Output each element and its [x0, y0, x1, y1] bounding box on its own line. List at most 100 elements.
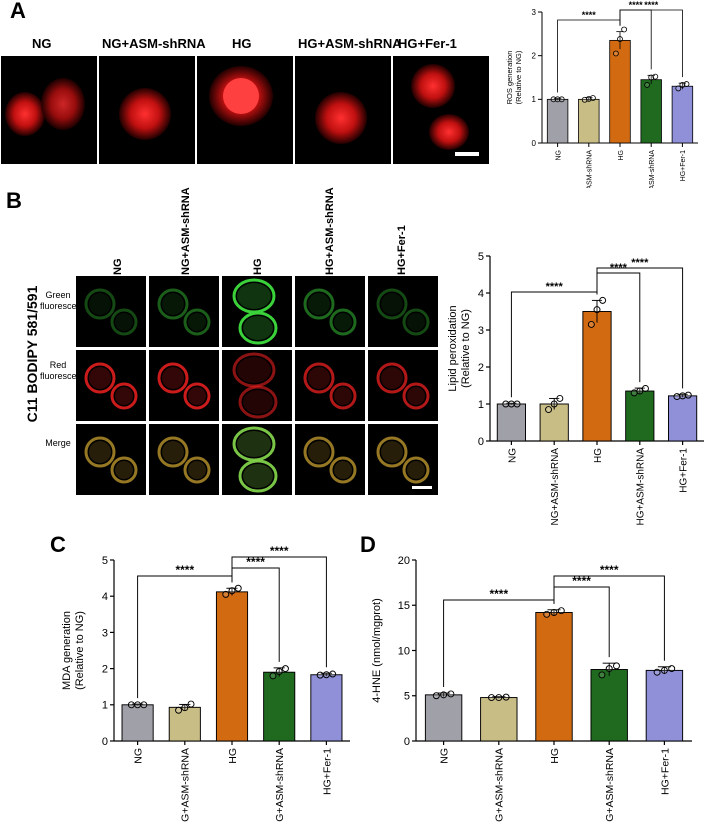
data-point	[281, 665, 289, 673]
y-axis-label: MDA generation(Relative to NG)	[61, 611, 86, 690]
bar	[480, 697, 518, 742]
y-tick-label: 0	[532, 139, 537, 148]
x-tick-label: NG+ASM-shRNA	[180, 748, 192, 822]
header-ng-asm: NG+ASM-shRNA	[102, 36, 206, 51]
significance-stars: ****	[270, 544, 289, 558]
y-tick-label: 20	[398, 555, 410, 567]
y-tick-label: 0	[478, 436, 484, 448]
data-point	[488, 694, 495, 702]
micrograph-hg	[197, 56, 293, 164]
data-point	[605, 665, 613, 673]
data-point	[140, 701, 148, 709]
y-tick-label: 1	[532, 95, 537, 104]
data-point	[502, 693, 510, 701]
panel-letter-d: D	[360, 532, 376, 557]
bar	[578, 98, 600, 144]
data-point	[593, 306, 601, 314]
significance-stars: ****	[582, 10, 597, 20]
x-tick-label: HG	[593, 448, 604, 463]
bar	[590, 669, 628, 742]
y-tick-label: 2	[532, 51, 537, 60]
y-tick-label: 0	[404, 736, 410, 748]
panel-letter-c: C	[50, 532, 66, 557]
data-point	[684, 391, 692, 399]
row-label-green: Green fluorescence	[40, 290, 92, 311]
data-point	[228, 587, 236, 595]
significance-stars: ****	[629, 0, 644, 10]
data-point	[550, 609, 558, 616]
micrograph-cell	[222, 276, 292, 347]
data-point	[683, 81, 690, 87]
header-hg-asm: HG+ASM-shRNA	[298, 36, 402, 51]
data-point	[613, 662, 620, 670]
micrograph-cell	[149, 276, 219, 347]
data-point	[557, 607, 565, 615]
data-point	[630, 389, 638, 397]
data-point	[660, 666, 668, 674]
micrograph-cell	[76, 276, 146, 347]
x-tick-label: HG+Fer-1	[321, 748, 333, 795]
bar	[625, 390, 655, 442]
data-point	[673, 393, 681, 401]
cell-image	[315, 92, 367, 144]
x-tick-label: NG+ASM-shRNA	[587, 150, 594, 188]
x-tick-label: HG+Fer-1	[659, 748, 671, 795]
micrograph-cell	[222, 424, 292, 495]
y-tick-label: 2	[102, 663, 108, 675]
data-point	[621, 26, 628, 33]
x-tick-label: NG	[438, 748, 450, 764]
data-point	[598, 671, 606, 679]
micrograph-grid	[76, 276, 443, 495]
x-tick-label: NG	[132, 748, 144, 764]
header-hg: HG	[232, 36, 252, 51]
header-hg-fer1: HG+Fer-1	[398, 36, 457, 51]
bar	[535, 612, 573, 742]
panel-letter-b: B	[6, 188, 22, 213]
bar	[496, 403, 527, 442]
bar	[215, 591, 249, 742]
significance-stars: ****	[572, 574, 591, 588]
bar	[168, 706, 201, 742]
x-tick-label: HG+ASM-shRNA	[636, 448, 647, 526]
micrograph-cell	[368, 276, 438, 347]
y-tick-label: 5	[102, 555, 108, 567]
data-point	[554, 96, 561, 103]
data-point	[644, 82, 650, 88]
data-point	[641, 384, 649, 392]
y-tick-label: 2	[478, 362, 484, 374]
data-point	[636, 387, 644, 395]
bar	[671, 85, 694, 144]
data-point	[187, 700, 195, 708]
data-point	[440, 691, 448, 699]
data-point	[502, 400, 510, 408]
significance-stars: ****	[489, 587, 508, 601]
cell-image	[119, 88, 171, 140]
data-point	[612, 50, 619, 57]
data-point	[495, 694, 503, 702]
chart-a: 0 1 2 3 NG NG+ASM-shRNA HG HG+ASM-shRNA HG+Fer-1…	[505, 0, 698, 188]
y-tick-label: 5	[478, 251, 484, 263]
significance-stars: ****	[600, 563, 619, 577]
data-point	[679, 392, 687, 400]
micrograph-cell	[76, 424, 146, 495]
data-point	[316, 671, 324, 679]
micrograph-hg-asm	[295, 56, 391, 164]
y-tick-label: 3	[532, 8, 537, 17]
data-point	[432, 692, 440, 700]
data-point	[653, 668, 661, 676]
data-point	[234, 584, 242, 592]
significance-stars: ****	[631, 257, 649, 269]
y-axis-label: ROS generation(Relative to NG)	[505, 50, 523, 104]
header-ng: NG	[32, 36, 52, 51]
data-point	[675, 85, 682, 92]
y-tick-label: 0	[102, 736, 108, 748]
significance-stars: ****	[175, 563, 194, 577]
significance-stars: ****	[246, 555, 265, 569]
data-point	[222, 590, 230, 598]
y-tick-label: 4	[102, 591, 108, 603]
significance-bracket	[596, 267, 684, 389]
y-tick-label: 5	[404, 691, 410, 703]
row-label-merge: Merge	[45, 438, 71, 448]
data-point	[507, 400, 515, 408]
y-tick-label: 1	[102, 700, 108, 712]
